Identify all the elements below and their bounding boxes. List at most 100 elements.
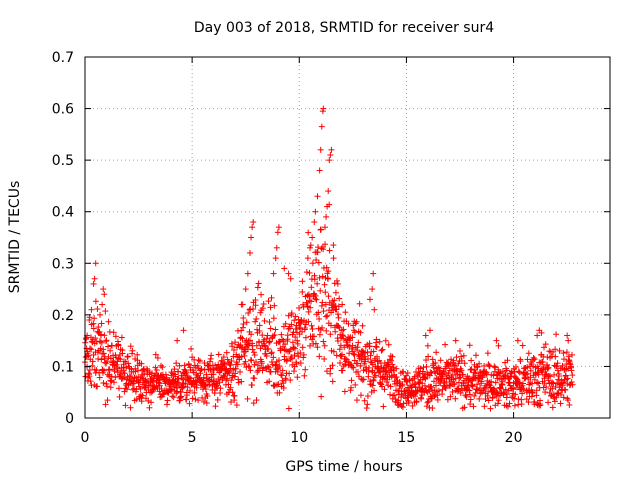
data-point — [227, 384, 234, 391]
data-point — [525, 399, 532, 406]
data-point — [389, 361, 396, 368]
data-point — [113, 354, 120, 361]
data-point — [417, 365, 424, 372]
data-point — [387, 383, 394, 390]
data-point — [350, 364, 357, 371]
data-point — [220, 354, 227, 361]
data-point — [542, 389, 549, 396]
data-point — [511, 368, 518, 375]
data-point — [129, 347, 136, 354]
data-point — [182, 380, 189, 387]
data-point — [103, 337, 110, 344]
data-point — [119, 350, 126, 357]
data-point — [301, 372, 308, 379]
data-point — [330, 242, 337, 249]
data-point — [503, 367, 510, 374]
data-point — [556, 373, 563, 380]
data-point — [550, 391, 557, 398]
data-point — [274, 229, 281, 236]
data-point — [492, 379, 499, 386]
data-point — [339, 332, 346, 339]
data-point — [486, 362, 493, 369]
data-point — [334, 280, 341, 287]
data-point — [544, 354, 551, 361]
data-point — [292, 313, 299, 320]
data-point — [246, 306, 253, 313]
data-point — [349, 334, 356, 341]
data-point — [487, 405, 494, 412]
data-point — [219, 358, 226, 365]
data-point — [316, 331, 323, 338]
data-point — [229, 389, 236, 396]
data-point — [267, 325, 274, 332]
data-point — [539, 359, 546, 366]
data-point — [127, 343, 134, 350]
data-point — [369, 382, 376, 389]
data-point — [535, 371, 542, 378]
data-point — [152, 351, 159, 358]
data-point — [530, 354, 537, 361]
data-point — [302, 366, 309, 373]
data-point — [254, 284, 261, 291]
data-point — [97, 345, 104, 352]
data-point — [127, 373, 134, 380]
data-point — [502, 386, 509, 393]
y-tick-label: 0.5 — [52, 153, 74, 169]
data-point — [381, 364, 388, 371]
data-point — [252, 302, 259, 309]
data-point — [555, 376, 562, 383]
data-point — [92, 335, 99, 342]
data-point — [168, 386, 175, 393]
data-point — [96, 374, 103, 381]
data-point — [239, 324, 246, 331]
data-point — [545, 399, 552, 406]
data-point — [270, 354, 277, 361]
data-point — [225, 381, 232, 388]
data-point — [235, 376, 242, 383]
data-point — [110, 379, 117, 386]
data-point — [325, 293, 332, 300]
data-point — [320, 105, 327, 112]
data-point — [316, 167, 323, 174]
data-point — [321, 342, 328, 349]
data-point — [419, 368, 426, 375]
data-point — [160, 391, 167, 398]
data-point — [204, 392, 211, 399]
data-point — [526, 381, 533, 388]
data-point — [201, 366, 208, 373]
data-point — [553, 331, 560, 338]
data-point — [314, 344, 321, 351]
data-point — [116, 393, 123, 400]
data-point — [476, 360, 483, 367]
data-point — [98, 320, 105, 327]
data-point — [563, 376, 570, 383]
data-point — [346, 337, 353, 344]
data-point — [285, 312, 292, 319]
data-point — [426, 388, 433, 395]
data-point — [349, 342, 356, 349]
data-point — [125, 360, 132, 367]
data-point — [562, 386, 569, 393]
data-point — [98, 356, 105, 363]
data-point — [312, 340, 319, 347]
data-point — [237, 368, 244, 375]
data-point — [371, 387, 378, 394]
data-point — [314, 249, 321, 256]
data-point — [524, 364, 531, 371]
data-point — [305, 318, 312, 325]
data-point — [276, 363, 283, 370]
data-point — [495, 397, 502, 404]
data-point — [244, 270, 251, 277]
data-point — [463, 393, 470, 400]
data-point — [440, 369, 447, 376]
data-point — [97, 311, 103, 318]
data-point — [282, 341, 289, 348]
data-point — [560, 356, 567, 363]
data-point — [300, 354, 307, 361]
x-tick-label: 15 — [398, 430, 416, 446]
data-point — [291, 345, 298, 352]
data-point — [512, 364, 519, 371]
data-point — [547, 373, 554, 380]
data-point — [471, 392, 478, 399]
data-point — [511, 395, 518, 402]
